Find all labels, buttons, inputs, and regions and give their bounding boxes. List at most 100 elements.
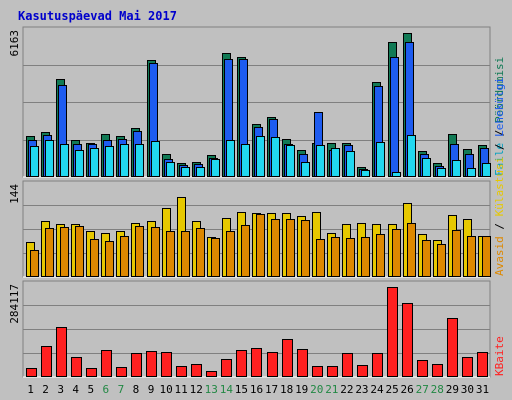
bar-kbytes-s0-day-9 — [146, 351, 157, 377]
bar-hits-s1-day-25 — [390, 57, 399, 177]
bar-hits-s2-day-9 — [151, 141, 160, 177]
bar-kbytes-s0-day-7 — [116, 367, 127, 377]
bar-kbytes-s0-day-16 — [251, 348, 262, 377]
day-label: 30 — [461, 383, 474, 396]
legend-item: KBaite — [493, 336, 506, 376]
bar-kbytes-s0-day-26 — [402, 303, 413, 377]
day-label: 12 — [190, 383, 203, 396]
day-label: 17 — [265, 383, 278, 396]
bar-hits-s2-day-16 — [256, 136, 265, 177]
day-label: 22 — [340, 383, 353, 396]
bar-visits-s1-day-18 — [286, 219, 295, 277]
bar-kbytes-s0-day-27 — [417, 360, 428, 377]
bar-hits-s2-day-19 — [301, 162, 310, 177]
bar-hits-s2-day-18 — [286, 145, 295, 177]
bar-kbytes-s0-day-11 — [176, 366, 187, 377]
bar-kbytes-s0-day-19 — [297, 349, 308, 377]
bar-visits-s1-day-23 — [361, 237, 370, 277]
day-label: 10 — [159, 383, 172, 396]
bar-visits-s1-day-7 — [120, 236, 129, 277]
bar-kbytes-s0-day-21 — [327, 366, 338, 377]
legend-item: Pöördumisi — [493, 57, 506, 123]
bar-kbytes-s0-day-30 — [462, 357, 473, 377]
bar-visits-s1-day-5 — [90, 239, 99, 277]
day-label: 24 — [370, 383, 384, 396]
bar-hits-s2-day-3 — [60, 144, 69, 177]
bar-kbytes-s0-day-31 — [477, 352, 488, 377]
panel-kbytes: 284117 — [8, 280, 491, 378]
bar-kbytes-s0-day-18 — [282, 339, 293, 377]
day-label: 2 — [42, 383, 49, 396]
bar-hits-s2-day-23 — [361, 170, 370, 177]
day-label: 29 — [446, 383, 459, 396]
bar-hits-s2-day-4 — [75, 150, 84, 177]
bar-visits-s1-day-3 — [60, 227, 69, 277]
bar-hits-s2-day-28 — [437, 168, 446, 177]
legend-item: Avasid — [493, 236, 506, 276]
bar-visits-s1-day-25 — [392, 229, 401, 277]
bar-kbytes-s0-day-14 — [221, 359, 232, 377]
bar-kbytes-s0-day-29 — [447, 318, 458, 377]
bar-visits-s1-day-30 — [467, 236, 476, 277]
bar-kbytes-s0-day-12 — [191, 364, 202, 377]
bar-kbytes-s0-day-1 — [26, 368, 37, 377]
bar-kbytes-s0-day-23 — [357, 365, 368, 377]
day-label: 15 — [235, 383, 248, 396]
bar-hits-s2-day-8 — [135, 144, 144, 177]
chart-panels: 6163 144 284117 — [8, 26, 491, 378]
bar-kbytes-s0-day-22 — [342, 353, 353, 377]
bar-hits-s2-day-7 — [120, 144, 129, 177]
day-label: 1 — [27, 383, 34, 396]
bar-kbytes-s0-day-28 — [432, 364, 443, 377]
legend-item: Faile — [493, 143, 506, 176]
series-hits-2 — [30, 135, 491, 177]
bar-visits-s1-day-24 — [376, 234, 385, 277]
legend-item: / — [493, 137, 506, 157]
legend-item: / — [493, 123, 506, 143]
day-label: 8 — [133, 383, 140, 396]
bar-hits-s2-day-14 — [226, 140, 235, 177]
bar-visits-s1-day-22 — [346, 238, 355, 277]
bar-kbytes-s0-day-20 — [312, 366, 323, 377]
bar-visits-s1-day-17 — [271, 219, 280, 277]
bar-visits-s1-day-15 — [241, 225, 250, 277]
bar-hits-s2-day-24 — [376, 142, 385, 177]
chart-title: Kasutuspäevad Mai 2017 — [18, 9, 177, 23]
bar-kbytes-s0-day-24 — [372, 353, 383, 377]
bar-visits-s1-day-8 — [135, 226, 144, 277]
bar-hits-s2-day-20 — [316, 145, 325, 177]
bar-hits-s2-day-31 — [482, 163, 491, 177]
legend-kbytes: KBaite — [493, 336, 506, 376]
bar-visits-s1-day-28 — [437, 244, 446, 277]
day-label: 14 — [220, 383, 234, 396]
bar-hits-s2-day-29 — [452, 160, 461, 177]
bar-kbytes-s0-day-8 — [131, 353, 142, 377]
bar-hits-s2-day-25 — [392, 172, 401, 177]
bar-hits-s2-day-13 — [211, 159, 220, 177]
day-label: 31 — [476, 383, 489, 396]
bar-kbytes-s0-day-6 — [101, 350, 112, 377]
bar-visits-s1-day-26 — [407, 223, 416, 277]
day-label: 7 — [118, 383, 125, 396]
bar-visits-s1-day-27 — [422, 240, 431, 277]
bar-visits-s1-day-9 — [151, 227, 160, 277]
bar-kbytes-s0-day-3 — [56, 327, 67, 377]
legend-item: Lehekülgi — [493, 77, 506, 137]
series-visits-1 — [30, 214, 491, 277]
day-label: 28 — [431, 383, 444, 396]
day-label: 6 — [103, 383, 110, 396]
day-label: 9 — [148, 383, 155, 396]
y-max-label: 284117 — [8, 284, 21, 324]
bar-kbytes-s0-day-25 — [387, 287, 398, 377]
bar-visits-s1-day-21 — [331, 237, 340, 277]
bar-visits-s1-day-11 — [181, 231, 190, 277]
day-label: 13 — [205, 383, 218, 396]
bar-visits-s1-day-12 — [196, 228, 205, 277]
bar-hits-s2-day-27 — [422, 158, 431, 177]
bar-kbytes-s0-day-17 — [267, 352, 278, 377]
bar-visits-s1-day-19 — [301, 220, 310, 277]
bar-hits-s2-day-6 — [105, 146, 114, 177]
bar-visits-s1-day-16 — [256, 214, 265, 277]
